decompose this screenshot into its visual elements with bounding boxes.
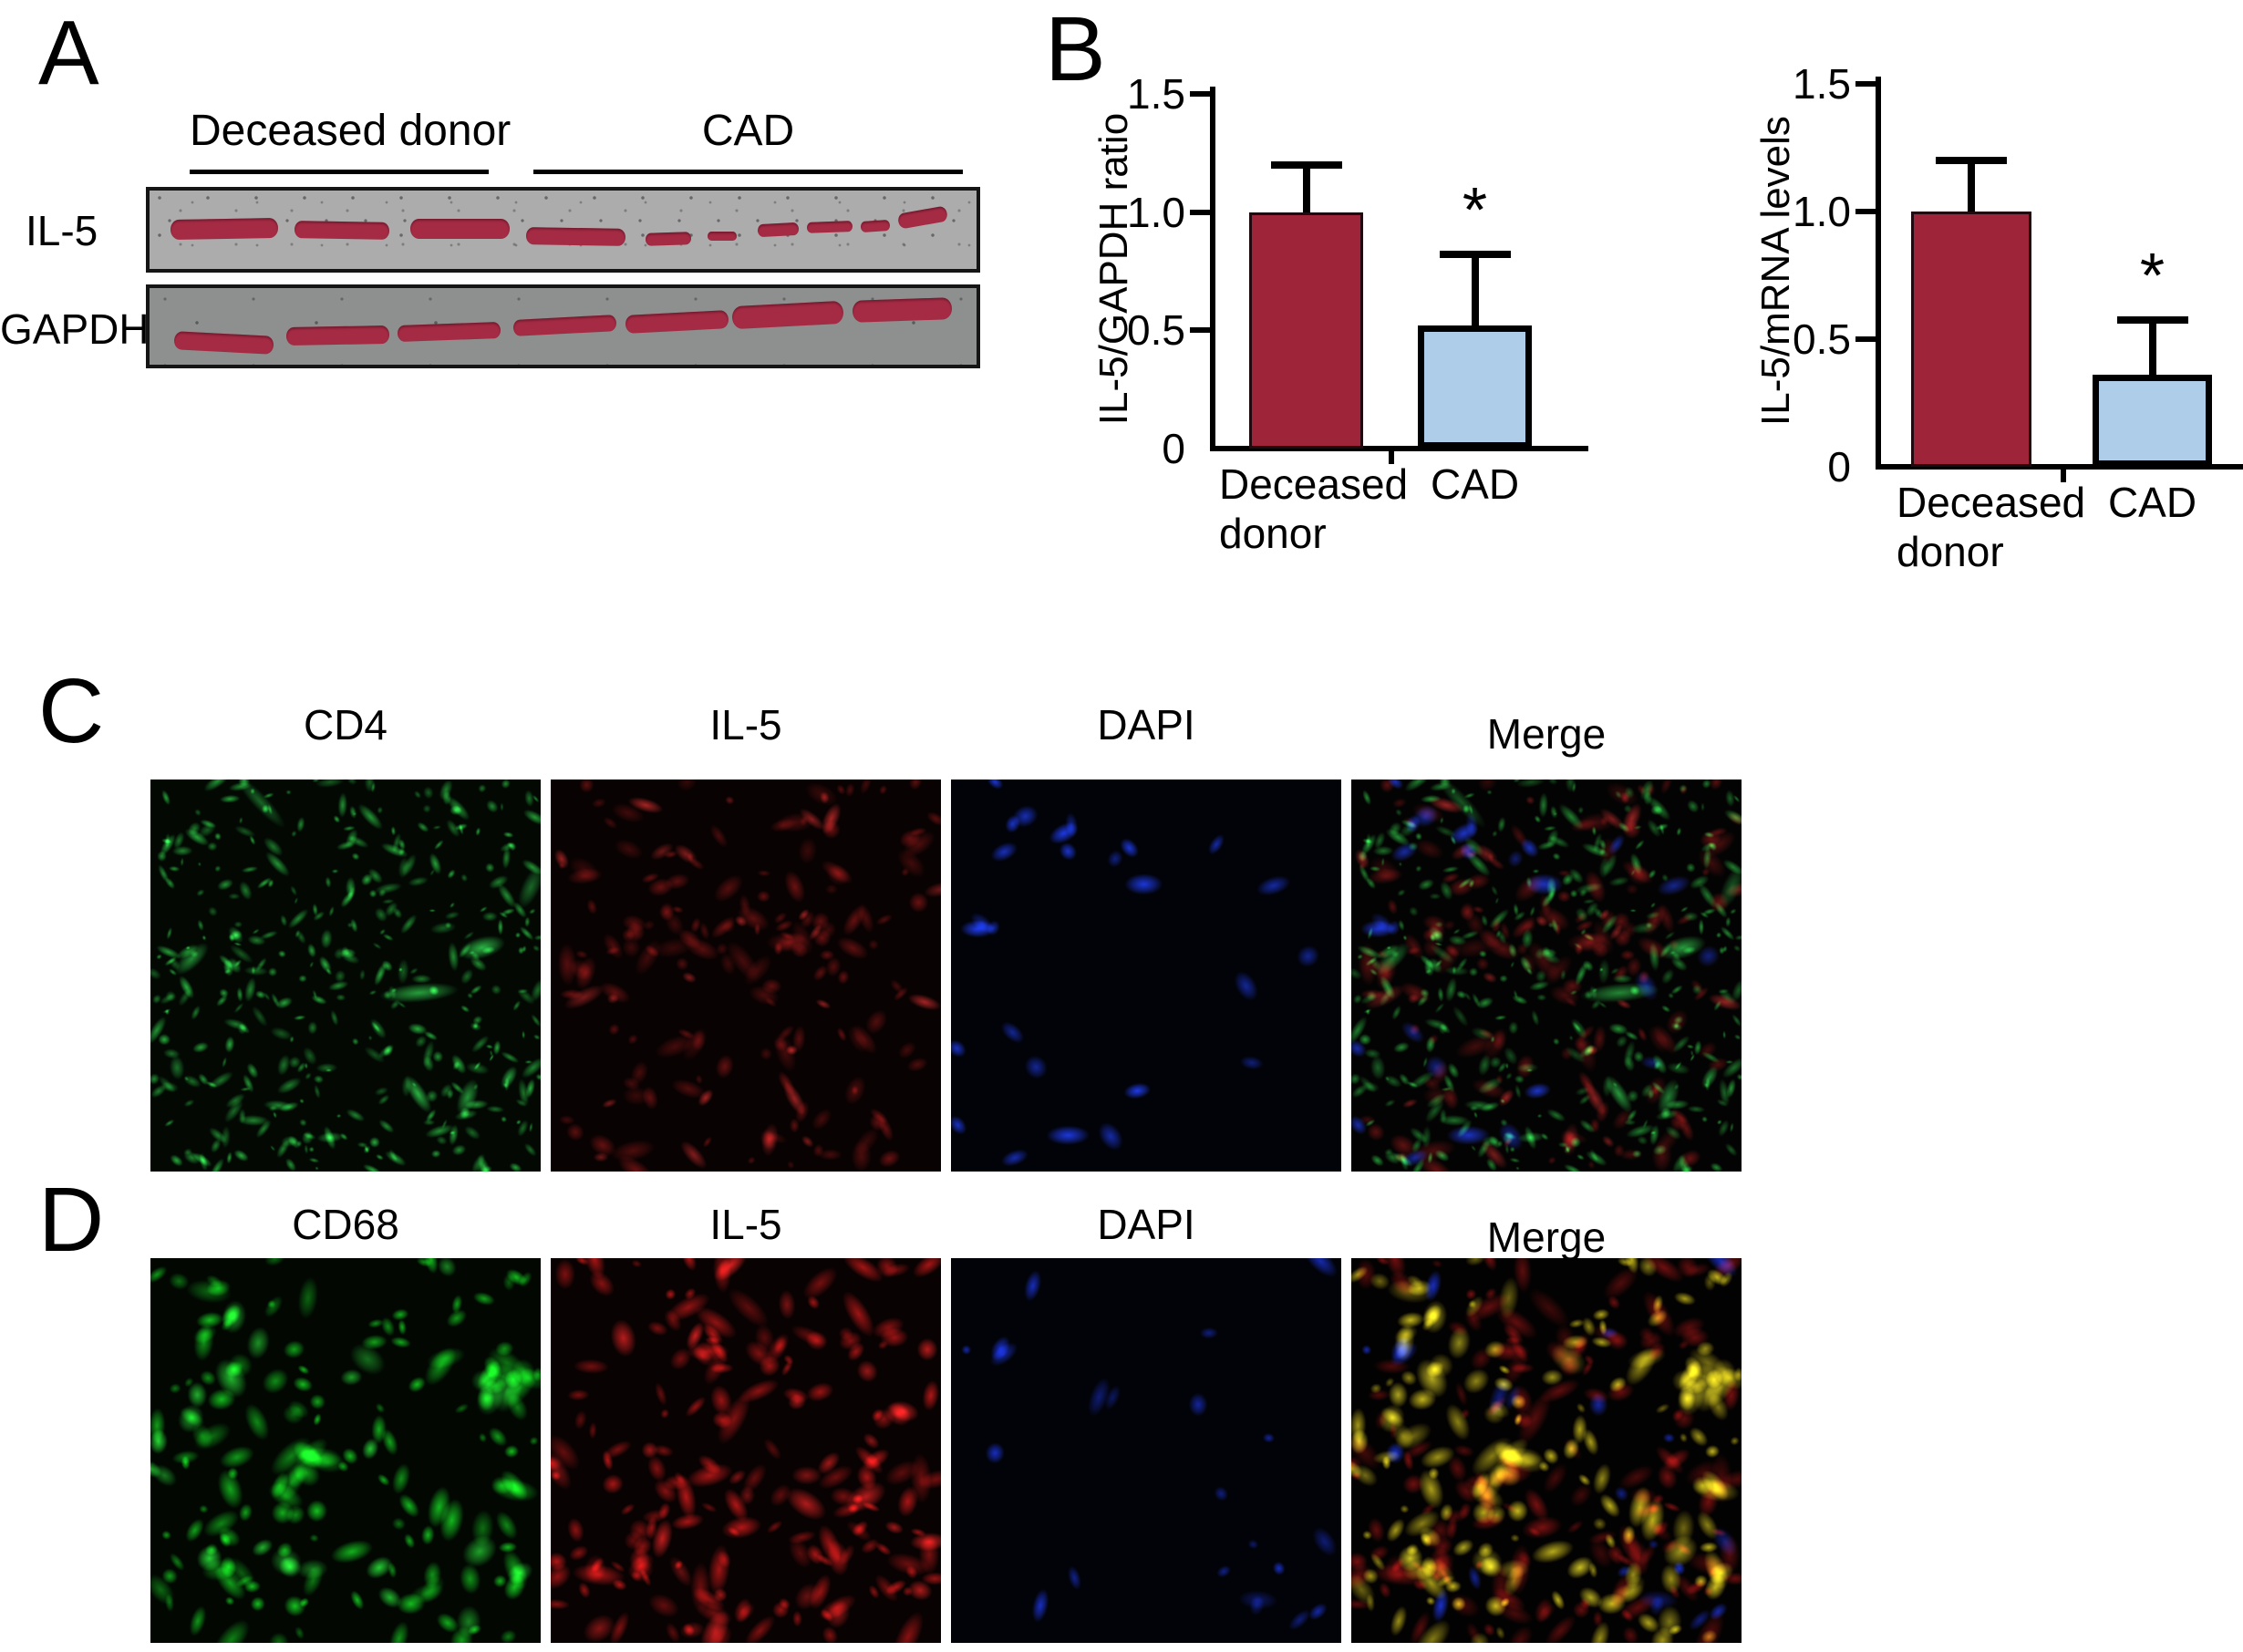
y-tick-label: 1.5 xyxy=(1793,60,1851,108)
error-bar-stem xyxy=(1968,160,1975,217)
x-category-label: Deceased xyxy=(1897,479,2086,526)
panel-a-letter: A xyxy=(38,2,99,104)
y-tick-label: 1.0 xyxy=(1127,188,1185,236)
y-axis xyxy=(1210,87,1215,451)
western-blot-strip-gapdh xyxy=(146,284,980,368)
x-axis xyxy=(1210,446,1588,451)
y-tick xyxy=(1855,81,1876,87)
column-label-d-dapi: DAPI xyxy=(1097,1201,1195,1248)
column-label-c-il5: IL-5 xyxy=(709,701,782,749)
x-category-label: CAD xyxy=(1430,460,1520,508)
blot-band xyxy=(294,221,390,241)
western-blot-strip-il5 xyxy=(146,187,980,273)
significance-asterisk: * xyxy=(2139,240,2165,311)
blot-band xyxy=(625,309,729,334)
y-tick xyxy=(1190,91,1210,97)
y-tick-label: 0 xyxy=(1162,425,1185,472)
y-tick-label: 0.5 xyxy=(1793,315,1851,363)
blot-band xyxy=(397,321,501,343)
blot-band xyxy=(708,231,737,242)
group-label-cad: CAD xyxy=(701,107,795,155)
x-axis-mid-tick xyxy=(1389,451,1394,464)
cad-underline xyxy=(533,170,963,174)
y-tick-label: 1.0 xyxy=(1793,188,1851,235)
x-category-label: donor xyxy=(1897,528,2004,575)
fluorescence-image-c-cd4 xyxy=(150,780,541,1172)
deceased-donor-underline xyxy=(190,170,489,174)
error-bar-cap xyxy=(1936,157,2007,164)
blot-band xyxy=(173,331,274,356)
blot-band xyxy=(896,205,949,230)
group-label-deceased-donor: Deceased donor xyxy=(190,107,512,155)
blot-band xyxy=(852,296,953,323)
blot-band xyxy=(409,218,510,240)
error-bar-cap xyxy=(1270,160,1342,169)
fluorescence-image-d-cd68 xyxy=(150,1258,541,1643)
bar-cad xyxy=(1418,325,1532,449)
fluorescence-image-d-dapi xyxy=(951,1258,1341,1643)
blot-band xyxy=(731,300,845,330)
blot-band xyxy=(860,219,891,232)
blot-row-label-il5: IL-5 xyxy=(26,207,98,254)
blot-band xyxy=(757,222,800,238)
panel-d-letter: D xyxy=(38,1169,105,1271)
y-tick xyxy=(1855,209,1876,214)
bar-cad xyxy=(2093,375,2212,467)
fluorescence-image-d-merge xyxy=(1351,1258,1742,1643)
fluorescence-image-d-il5 xyxy=(551,1258,941,1643)
y-tick-label: 0.5 xyxy=(1127,306,1185,355)
panel-c-letter: C xyxy=(38,660,105,762)
y-tick xyxy=(1855,336,1876,342)
x-axis-mid-tick xyxy=(2061,470,2066,482)
column-label-d-merge: Merge xyxy=(1486,1213,1607,1261)
y-tick xyxy=(1190,327,1210,334)
blot-band xyxy=(806,221,853,234)
bar-deceased-donor xyxy=(1249,212,1363,449)
blot-band xyxy=(170,217,278,241)
column-label-cd68: CD68 xyxy=(292,1201,399,1248)
error-bar-stem xyxy=(1302,164,1310,218)
blot-row-label-gapdh: GAPDH xyxy=(0,305,150,353)
fluorescence-image-c-il5 xyxy=(551,780,941,1172)
bar-deceased-donor xyxy=(1911,212,2031,467)
fluorescence-image-c-merge xyxy=(1351,780,1742,1172)
x-category-label: CAD xyxy=(2107,479,2197,526)
error-bar-stem xyxy=(2148,320,2156,381)
significance-asterisk: * xyxy=(1462,174,1488,246)
blot-band xyxy=(525,227,625,247)
y-axis-title: IL-5/GAPDH ratio xyxy=(1091,112,1136,426)
column-label-c-merge: Merge xyxy=(1486,710,1607,758)
fluorescence-image-c-dapi xyxy=(951,780,1341,1172)
x-category-label: donor xyxy=(1219,510,1327,557)
error-bar-cap xyxy=(2116,316,2188,324)
panel-b-letter: B xyxy=(1045,0,1106,100)
error-bar-stem xyxy=(1471,254,1479,332)
y-tick xyxy=(1190,209,1210,215)
y-axis-title: IL-5/mRNA levels xyxy=(1753,116,1798,426)
y-tick-label: 0 xyxy=(1827,443,1851,490)
x-axis xyxy=(1876,464,2243,470)
blot-band xyxy=(285,325,390,346)
blot-band xyxy=(512,314,617,337)
blot-band xyxy=(645,232,692,247)
y-axis xyxy=(1876,77,1881,470)
column-label-c-dapi: DAPI xyxy=(1097,701,1195,749)
error-bar-cap xyxy=(1439,251,1511,259)
column-label-cd4: CD4 xyxy=(303,701,388,749)
x-category-label: Deceased xyxy=(1219,460,1409,508)
column-label-d-il5: IL-5 xyxy=(709,1201,782,1248)
